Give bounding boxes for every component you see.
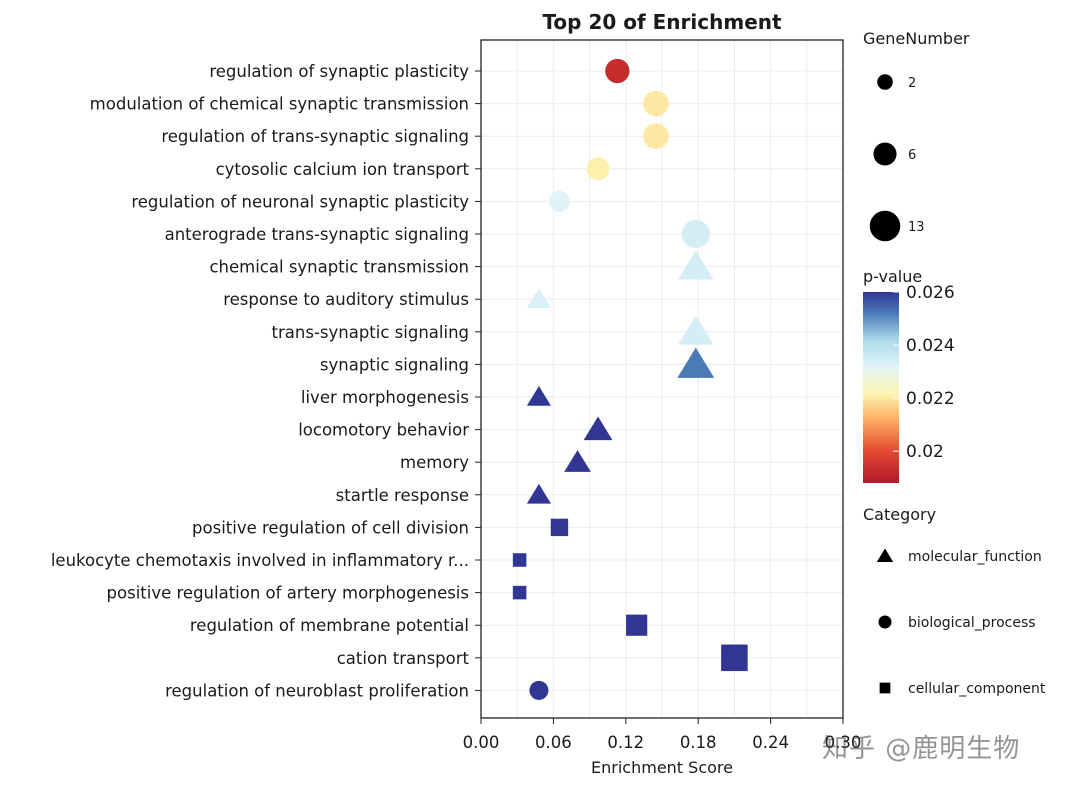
gene-number-legend-marker [873,142,897,166]
y-tick-label: locomotory behavior [298,421,469,440]
x-tick-label: 0.06 [535,733,572,752]
data-point [512,553,527,567]
gene-number-legend-label: 2 [908,76,916,91]
colorbar-tick-label: 0.022 [906,389,955,409]
data-point [626,614,648,636]
data-point [643,123,669,150]
data-point [526,483,551,504]
y-tick-label: synaptic signaling [320,355,469,374]
category-legend-label: molecular_function [908,549,1042,565]
y-tick-label: chemical synaptic transmission [209,258,469,277]
colorbar-tick-label: 0.024 [906,336,955,356]
x-axis-label: Enrichment Score [591,758,733,777]
gene-number-legend-label: 6 [908,148,916,163]
data-point [721,644,748,672]
category-legend-title: Category [863,505,936,524]
y-tick-label: regulation of neuronal synaptic plastici… [131,192,469,211]
y-tick-label: positive regulation of artery morphogene… [107,584,469,603]
x-tick-label: 0.24 [752,733,789,752]
gene-number-legend-marker [869,210,901,242]
p-value-legend-title: p-value [863,267,922,286]
y-tick-label: trans-synaptic signaling [272,323,469,342]
plot-frame [480,39,844,719]
colorbar-tick-label: 0.02 [906,442,944,462]
y-tick-label: startle response [336,486,469,505]
category-legend-label: biological_process [908,615,1036,631]
data-point [677,347,715,378]
p-value-colorbar [863,292,899,483]
data-point [529,680,549,700]
chart-title: Top 20 of Enrichment [542,10,782,34]
data-point [605,58,630,84]
y-tick-label: regulation of membrane potential [190,616,469,635]
data-point [550,518,569,537]
category-legend-marker [876,548,894,562]
gene-number-legend-marker [877,74,893,90]
y-tick-label: liver morphogenesis [301,388,469,407]
category-legend-marker [879,682,891,694]
category-legend: Category molecular_function biological_pro… [863,505,1046,697]
gene-number-legend: GeneNumber 2 6 13 [863,29,970,242]
grid [481,40,843,718]
y-tick-label: anterograde trans-synaptic signaling [165,225,469,244]
data-point [526,288,551,308]
data-point [678,315,714,345]
y-tick-label: positive regulation of cell division [192,518,469,537]
data-point [526,386,551,406]
colorbar-tick-label: 0.026 [906,283,955,303]
data-point [678,250,714,280]
category-legend-label: cellular_component [908,681,1046,697]
y-tick-label: regulation of trans-synaptic signaling [161,127,469,146]
data-point [643,90,669,117]
x-tick-label: 0.00 [463,733,500,752]
y-tick-label: regulation of neuroblast proliferation [165,681,469,700]
category-legend-marker [878,615,892,629]
y-tick-label: memory [400,453,469,472]
y-tick-label: modulation of chemical synaptic transmis… [90,95,469,114]
x-axis: 0.00 0.06 0.12 0.18 0.24 0.30 [463,718,862,752]
y-tick-label: cation transport [337,649,470,668]
x-tick-label: 0.30 [825,733,862,752]
data-points [512,58,748,700]
data-point [586,157,610,181]
x-tick-label: 0.12 [607,733,644,752]
y-axis: regulation of synaptic plasticity modulat… [51,62,481,700]
gene-number-legend-title: GeneNumber [863,29,970,48]
x-tick-label: 0.18 [680,733,717,752]
data-point [681,219,710,249]
data-point [548,190,570,212]
y-tick-label: cytosolic calcium ion transport [216,160,470,179]
data-point [512,585,527,600]
watermark: 知乎 @鹿明生物 [822,734,1021,764]
gene-number-legend-label: 13 [908,220,925,235]
y-tick-label: regulation of synaptic plasticity [209,62,469,81]
y-tick-label: response to auditory stimulus [223,290,469,309]
data-point [583,416,613,441]
data-point [564,450,591,472]
y-tick-label: leukocyte chemotaxis involved in inflamm… [51,551,469,570]
